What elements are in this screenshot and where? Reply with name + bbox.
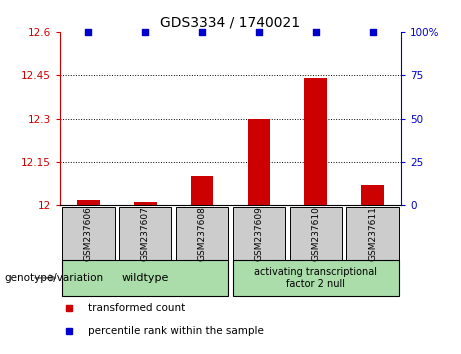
Bar: [134, 202, 157, 205]
Bar: [77, 200, 100, 205]
Bar: [361, 185, 384, 205]
Text: GSM237607: GSM237607: [141, 206, 150, 261]
Point: [369, 29, 376, 35]
Point: [142, 29, 149, 35]
Title: GDS3334 / 1740021: GDS3334 / 1740021: [160, 15, 301, 29]
Text: genotype/variation: genotype/variation: [5, 273, 104, 283]
Point: [198, 29, 206, 35]
Point: [312, 29, 319, 35]
Text: GSM237608: GSM237608: [198, 206, 207, 261]
Text: GSM237610: GSM237610: [311, 206, 320, 261]
Bar: [304, 78, 327, 205]
Text: GSM237606: GSM237606: [84, 206, 93, 261]
Text: GSM237609: GSM237609: [254, 206, 263, 261]
Bar: [191, 176, 213, 205]
Point: [85, 29, 92, 35]
Bar: [248, 119, 270, 205]
Text: wildtype: wildtype: [122, 273, 169, 283]
Text: transformed count: transformed count: [88, 303, 185, 313]
Text: GSM237611: GSM237611: [368, 206, 377, 261]
Text: activating transcriptional
factor 2 null: activating transcriptional factor 2 null: [254, 267, 377, 289]
Text: percentile rank within the sample: percentile rank within the sample: [88, 326, 264, 336]
Point: [255, 29, 263, 35]
